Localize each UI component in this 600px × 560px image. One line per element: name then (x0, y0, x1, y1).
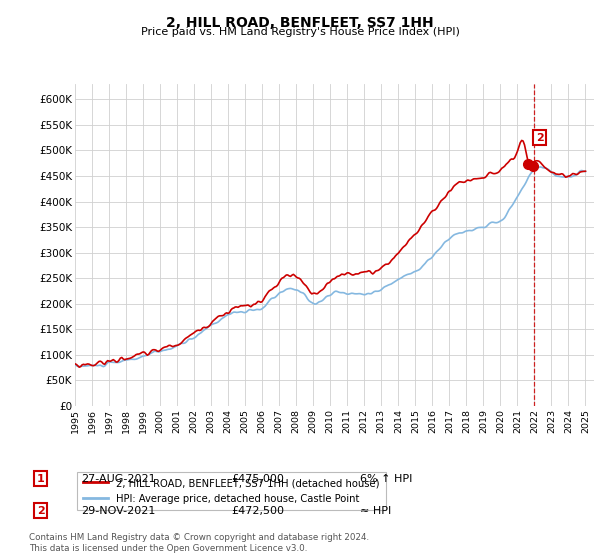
Text: 2, HILL ROAD, BENFLEET, SS7 1HH: 2, HILL ROAD, BENFLEET, SS7 1HH (166, 16, 434, 30)
Text: 2: 2 (536, 133, 544, 143)
Legend: 2, HILL ROAD, BENFLEET, SS7 1HH (detached house), HPI: Average price, detached h: 2, HILL ROAD, BENFLEET, SS7 1HH (detache… (77, 472, 386, 510)
Text: 1: 1 (37, 474, 44, 484)
Text: 29-NOV-2021: 29-NOV-2021 (81, 506, 155, 516)
Text: 27-AUG-2021: 27-AUG-2021 (81, 474, 155, 484)
Text: £472,500: £472,500 (231, 506, 284, 516)
Text: Price paid vs. HM Land Registry's House Price Index (HPI): Price paid vs. HM Land Registry's House … (140, 27, 460, 37)
Text: Contains HM Land Registry data © Crown copyright and database right 2024.
This d: Contains HM Land Registry data © Crown c… (29, 533, 369, 553)
Text: £475,000: £475,000 (231, 474, 284, 484)
Text: 6% ↑ HPI: 6% ↑ HPI (360, 474, 412, 484)
Text: 2: 2 (37, 506, 44, 516)
Text: ≈ HPI: ≈ HPI (360, 506, 391, 516)
